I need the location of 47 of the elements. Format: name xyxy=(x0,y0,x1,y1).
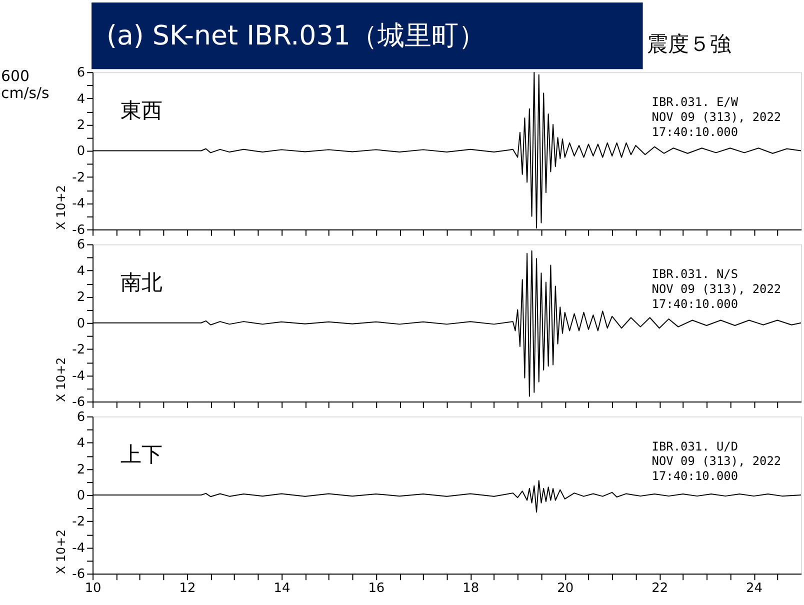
y-tick-label: 0 xyxy=(76,316,86,332)
y-tick-label: 0 xyxy=(76,488,86,504)
text: 震度５強 xyxy=(646,32,731,56)
y-tick-label: -4 xyxy=(72,196,86,212)
annotation: 上下 xyxy=(120,442,162,467)
y-tick-label: 6 xyxy=(76,238,86,253)
y-tick-label: -4 xyxy=(72,368,86,384)
y-tick-label: -2 xyxy=(72,514,86,530)
x-tick-label: 24 xyxy=(746,581,763,596)
chart-title: (a) SK-net IBR.031（城里町） xyxy=(106,20,486,52)
y-tick-label: -2 xyxy=(72,170,86,186)
y-tick-label: -6 xyxy=(72,222,86,238)
annotation: NOV 09 (313), 2022 xyxy=(652,110,782,124)
x-tick-label: 16 xyxy=(368,581,385,596)
annotation: NOV 09 (313), 2022 xyxy=(652,454,782,468)
x-tick-label: 20 xyxy=(557,581,574,596)
annotation: IBR.031. N/S xyxy=(652,267,738,282)
x-tick-label: 10 xyxy=(84,581,102,596)
annotation: 東西 xyxy=(120,98,162,122)
y-tick-label: -6 xyxy=(72,567,86,582)
annotation: IBR.031. U/D xyxy=(652,439,738,454)
y-tick-label: 0 xyxy=(76,144,86,160)
x-tick-label: 12 xyxy=(179,581,196,596)
y-axis-title: X 10+2 xyxy=(54,185,68,230)
y-tick-label: 4 xyxy=(76,264,86,279)
y-tick-label: -2 xyxy=(72,342,86,358)
annotation: 南北 xyxy=(120,270,162,295)
annotation: 17:40:10.000 xyxy=(652,124,738,139)
x-tick-label: 14 xyxy=(274,581,290,596)
y-tick-label: 2 xyxy=(76,290,86,306)
y-tick-label: 2 xyxy=(76,462,86,478)
y-tick-label: -4 xyxy=(72,540,86,556)
annotation: NOV 09 (313), 2022 xyxy=(652,282,782,296)
y-tick-label: 6 xyxy=(76,410,86,425)
text: 600 cm/s/s xyxy=(0,67,50,102)
annotation: IBR.031. E/W xyxy=(652,94,739,109)
y-axis-title: X 10+2 xyxy=(54,529,68,574)
x-tick-label: 18 xyxy=(462,581,480,596)
annotation: 17:40:10.000 xyxy=(652,469,738,484)
y-tick-label: 6 xyxy=(76,66,86,81)
y-tick-label: 4 xyxy=(76,436,86,452)
y-tick-label: -6 xyxy=(72,394,86,410)
y-axis-title: X 10+2 xyxy=(54,357,68,402)
y-tick-label: 2 xyxy=(76,118,86,134)
y-tick-label: 4 xyxy=(76,92,86,107)
x-tick-label: 22 xyxy=(652,581,668,596)
annotation: 17:40:10.000 xyxy=(652,296,738,311)
